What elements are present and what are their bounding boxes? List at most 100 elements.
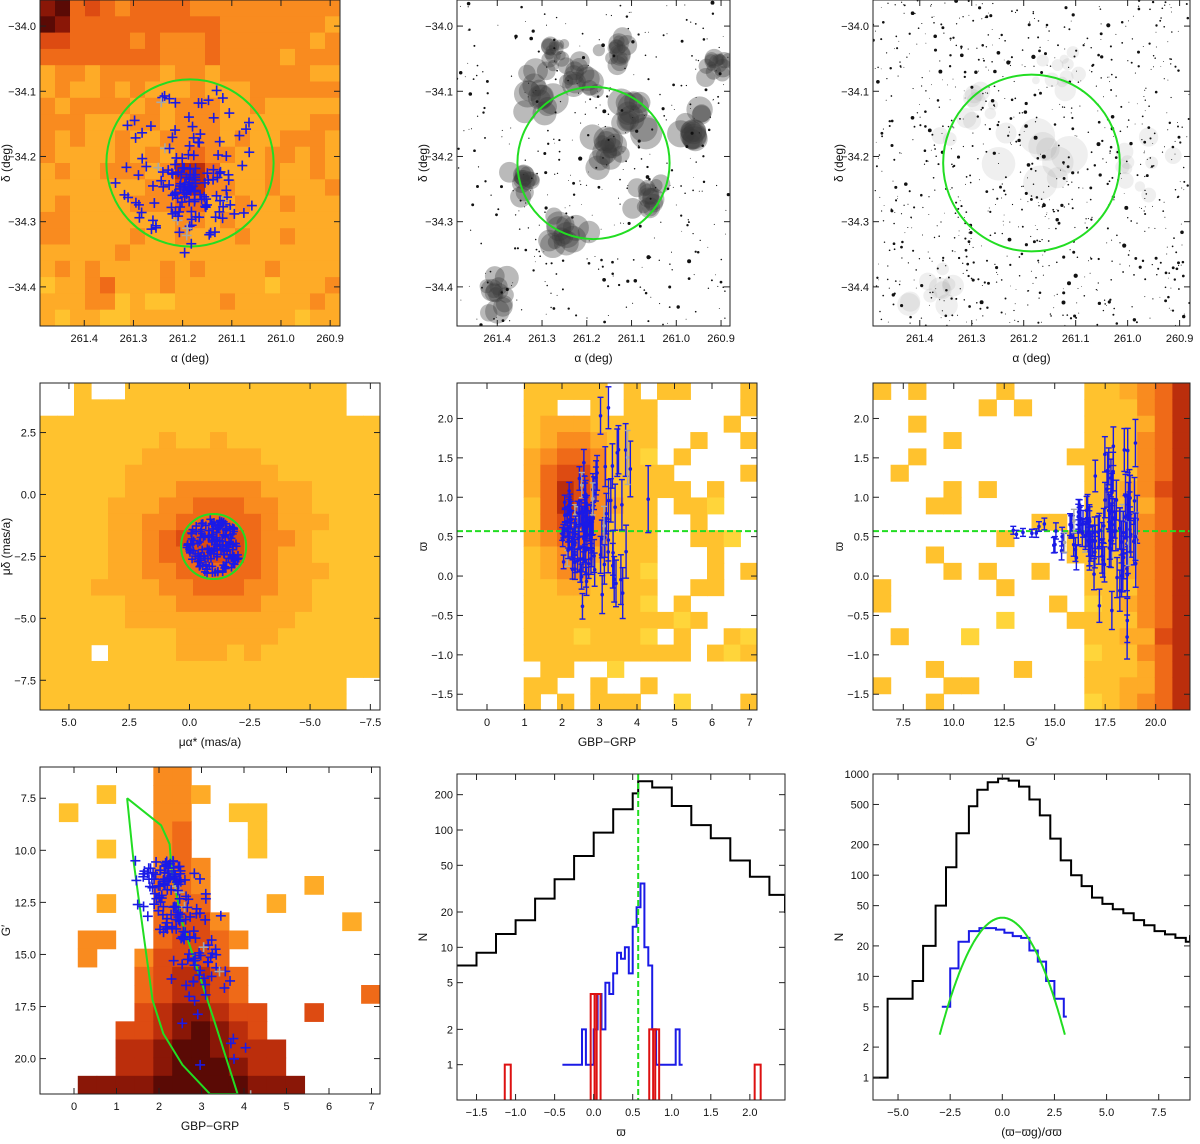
p11-heat-cell xyxy=(85,309,101,326)
p11-heat-cell xyxy=(325,179,340,197)
p13-star xyxy=(909,322,911,324)
p22-heat-cell xyxy=(640,628,658,646)
p13-star xyxy=(965,255,968,258)
p23-heat-cell xyxy=(1119,660,1138,678)
p13-star xyxy=(992,2,994,5)
p13-star xyxy=(1063,206,1065,208)
p23-heat-cell xyxy=(1084,660,1103,678)
p21-heat-cell xyxy=(57,693,75,710)
p12-star xyxy=(644,291,648,295)
p12-star xyxy=(714,274,716,276)
p22-member-point xyxy=(577,534,581,539)
p11-heat-cell xyxy=(85,0,101,17)
p21-heat-cell xyxy=(261,415,279,433)
p13-star xyxy=(1100,55,1104,59)
p12-star xyxy=(537,50,540,53)
p23-heat-cell xyxy=(1066,611,1085,629)
p21-heat-cell xyxy=(193,693,211,710)
p12-ytick-label: −34.2 xyxy=(425,151,453,163)
p21-heat-cell xyxy=(57,644,75,662)
p13-star xyxy=(1038,262,1040,264)
p13-star xyxy=(951,163,953,166)
p22-heat-cell xyxy=(523,611,541,629)
p12-star xyxy=(570,174,571,176)
p21-heat-cell xyxy=(40,611,58,629)
p12-star xyxy=(702,27,705,30)
p31-heat-cell xyxy=(172,966,192,986)
p11-heat-cell xyxy=(100,195,116,213)
p22-ytick-label: 0.5 xyxy=(438,532,453,544)
p21-heat-cell xyxy=(108,432,126,449)
p13-star xyxy=(982,315,984,317)
p12-star xyxy=(650,296,652,298)
p21-heat-cell xyxy=(346,595,364,613)
p11-heat-cell xyxy=(85,211,101,229)
p13-star xyxy=(1139,163,1142,166)
p31-xtick-label: 2 xyxy=(156,1101,162,1113)
p21-heat-cell xyxy=(159,628,177,646)
p22-plot xyxy=(457,383,757,710)
p12-xtick-label: 261.4 xyxy=(484,333,512,345)
p31-heat-cell xyxy=(247,1075,268,1094)
p11-heat-cell xyxy=(265,48,281,66)
p12-xtick-label: 260.9 xyxy=(707,333,735,345)
p12-nebula-patch xyxy=(605,51,619,65)
p11-heat-cell xyxy=(250,81,266,99)
p21-heat-cell xyxy=(363,415,380,433)
p13-star xyxy=(981,3,983,5)
p31-heat-cell xyxy=(210,1021,230,1041)
p13-selection-circle xyxy=(942,73,1121,253)
p12-star xyxy=(525,21,526,23)
p13-ylabel: δ (deg) xyxy=(832,144,846,182)
p12-star xyxy=(672,83,675,87)
p23-ytick-label: 1.0 xyxy=(854,492,869,504)
p21-heat-cell xyxy=(329,611,347,629)
p22-heat-cell xyxy=(673,628,691,646)
p11-heat-cell xyxy=(130,309,146,326)
p13-star xyxy=(968,232,970,234)
p13-star xyxy=(964,97,966,99)
p11-heat-cell xyxy=(310,146,326,164)
p12-star xyxy=(665,119,667,121)
p13-star xyxy=(1009,64,1012,67)
p13-star xyxy=(1000,33,1003,37)
p13-star xyxy=(897,75,899,77)
p13-star xyxy=(931,16,933,19)
p21-heat-cell xyxy=(210,383,228,400)
p11-panel xyxy=(40,0,340,326)
p12-nebula-patch xyxy=(642,187,660,205)
p13-star xyxy=(1133,274,1135,276)
p12-star xyxy=(724,317,726,319)
p13-star xyxy=(1096,142,1101,147)
p13-star xyxy=(1167,295,1170,299)
p23-heat-cell xyxy=(873,595,892,613)
p12-star xyxy=(550,292,552,294)
p13-star xyxy=(1048,199,1050,201)
p23-heat-cell xyxy=(943,481,962,499)
p12-star xyxy=(501,129,503,131)
p11-heat-cell xyxy=(280,260,296,278)
p13-star xyxy=(1040,321,1042,323)
p11-heat-cell xyxy=(295,65,311,83)
p11-heat-cell xyxy=(280,228,296,246)
p12-star xyxy=(623,222,625,224)
p23-plot xyxy=(873,383,1190,710)
p21-heat-cell xyxy=(57,562,75,580)
p21-heat-cell xyxy=(74,595,92,613)
p13-star xyxy=(1013,309,1015,312)
p12-nebula-patch xyxy=(629,113,658,142)
p23-heat-cell xyxy=(908,383,927,400)
p13-star xyxy=(894,48,896,50)
p11-heat-cell xyxy=(295,244,311,262)
p13-star xyxy=(1075,316,1078,319)
p22-heat-cell xyxy=(557,644,575,662)
p13-star xyxy=(1095,85,1097,87)
p11-heat-cell xyxy=(55,114,71,131)
p12-star xyxy=(553,47,556,50)
p21-heat-cell xyxy=(125,677,143,695)
p12-star xyxy=(561,259,565,262)
p23-heat-cell xyxy=(1137,562,1156,580)
p21-heat-cell xyxy=(74,644,92,662)
p23-heat-cell xyxy=(978,481,997,499)
